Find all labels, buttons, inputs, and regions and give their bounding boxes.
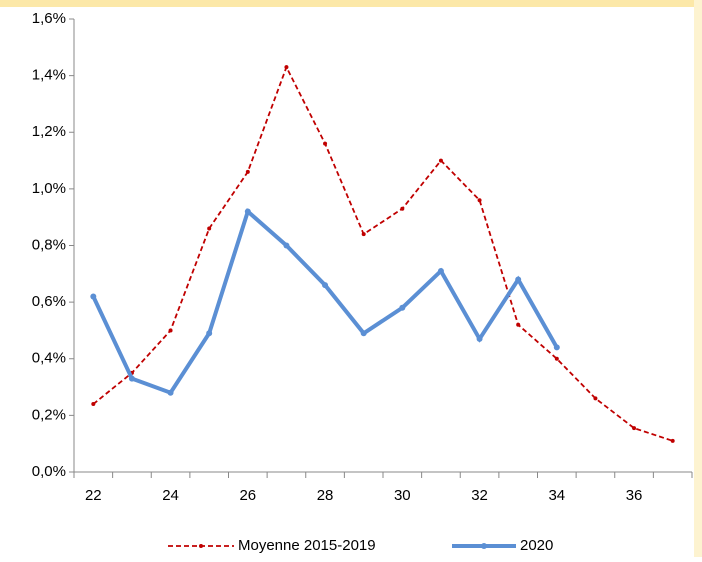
- point: [128, 375, 135, 382]
- point: [632, 426, 637, 431]
- x-tick-label: 28: [317, 487, 334, 504]
- point: [670, 438, 675, 443]
- series-line: [91, 207, 559, 396]
- point: [245, 169, 250, 174]
- point: [438, 158, 443, 163]
- point: [515, 276, 522, 283]
- point: [167, 389, 174, 396]
- point: [322, 282, 329, 289]
- point: [399, 304, 406, 311]
- point: [477, 198, 482, 203]
- x-tick-label: 30: [394, 487, 411, 504]
- x-tick-label: 26: [239, 487, 256, 504]
- y-tick-label: 0,4%: [32, 350, 66, 367]
- legend-marker: [481, 543, 487, 549]
- y-tick-label: 1,4%: [32, 67, 66, 84]
- legend-label: 2020: [520, 537, 553, 554]
- x-tick-label: 36: [626, 487, 643, 504]
- y-tick-label: 0,6%: [32, 293, 66, 310]
- point: [553, 344, 560, 351]
- y-tick-label: 1,6%: [32, 10, 66, 27]
- point: [323, 141, 328, 146]
- point: [284, 65, 289, 70]
- x-tick-label: 34: [548, 487, 565, 504]
- y-tick-label: 0,0%: [32, 463, 66, 480]
- point: [400, 206, 405, 211]
- point: [361, 232, 366, 237]
- legend-label: Moyenne 2015-2019: [238, 537, 376, 554]
- x-tick-label: 24: [162, 487, 179, 504]
- side-band: [694, 0, 702, 557]
- y-tick-label: 1,2%: [32, 123, 66, 140]
- point: [244, 208, 251, 215]
- point: [91, 402, 96, 407]
- point: [283, 242, 290, 249]
- x-tick-label: 32: [471, 487, 488, 504]
- point: [437, 267, 444, 274]
- point: [476, 335, 483, 342]
- top-band: [0, 0, 702, 7]
- legend-marker: [199, 544, 203, 548]
- point: [168, 328, 173, 333]
- point: [90, 293, 97, 300]
- y-tick-label: 0,8%: [32, 236, 66, 253]
- point: [554, 356, 559, 361]
- point: [516, 322, 521, 327]
- point: [593, 396, 598, 401]
- x-tick-label: 22: [85, 487, 102, 504]
- y-tick-label: 1,0%: [32, 180, 66, 197]
- series-line: [92, 64, 673, 442]
- point: [206, 330, 213, 337]
- point: [360, 330, 367, 337]
- point: [207, 226, 212, 231]
- y-tick-label: 0,2%: [32, 406, 66, 423]
